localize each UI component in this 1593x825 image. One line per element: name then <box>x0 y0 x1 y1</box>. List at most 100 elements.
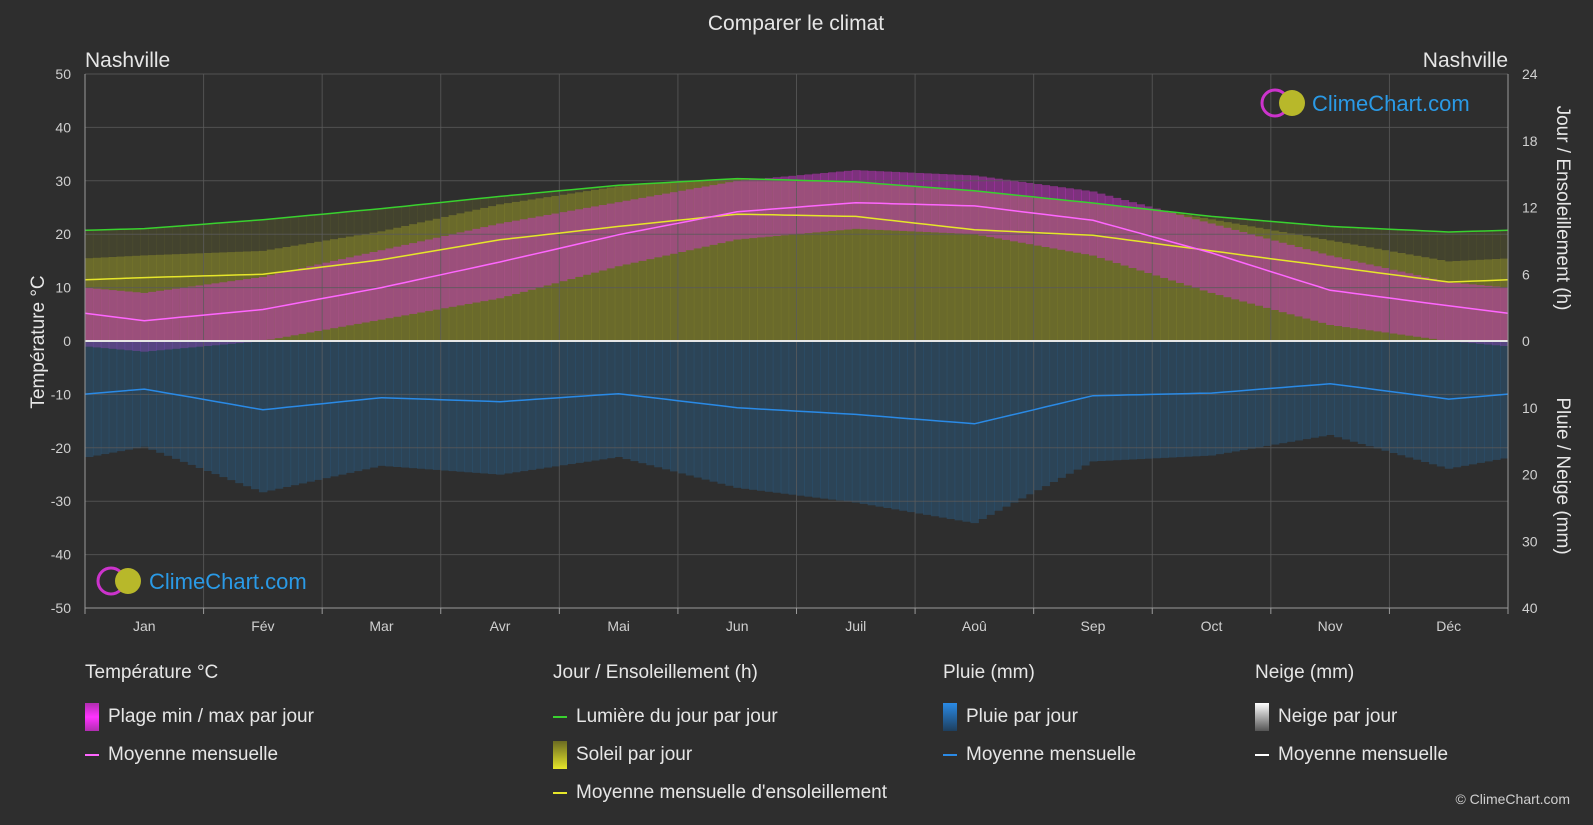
x-tick-label: Juil <box>845 618 866 634</box>
rain-band <box>85 341 94 458</box>
sunshine-band <box>709 179 719 341</box>
temp-range-band <box>535 216 545 288</box>
legend-item: Moyenne mensuelle d'ensoleillement <box>553 774 887 812</box>
temp-range-band <box>503 222 513 297</box>
temp-range-band <box>1357 262 1367 330</box>
rain-band <box>1389 341 1398 453</box>
temp-range-band <box>1120 200 1130 266</box>
rain-band <box>448 341 458 472</box>
rain-band <box>1002 341 1011 507</box>
temp-range-band <box>519 219 529 292</box>
rain-band <box>330 341 339 477</box>
rain-band <box>1191 341 1201 457</box>
rain-band <box>994 341 1003 511</box>
rain-band <box>717 341 726 484</box>
rain-band <box>630 341 639 462</box>
rain-band <box>1349 341 1359 442</box>
sunshine-band <box>1057 199 1066 341</box>
rain-band <box>772 341 782 493</box>
temp-range-band <box>1286 244 1296 315</box>
rain-band <box>1278 341 1288 444</box>
sunshine-band <box>828 181 837 341</box>
axes: 50 40 30 20 10 0 -10 -20 -30 -40 -50 24 18 12 6 0 10 20 30… <box>51 66 1538 634</box>
temp-range-band <box>187 286 197 348</box>
temp-range-band <box>654 195 663 258</box>
rain-band <box>1033 341 1043 491</box>
temp-range-band <box>1349 260 1359 329</box>
temp-range-band <box>393 246 402 317</box>
temp-range-band <box>424 239 434 312</box>
location-left: Nashville <box>85 49 170 72</box>
rain-band <box>590 341 600 461</box>
rain-band <box>788 341 798 495</box>
rain-band <box>353 341 363 472</box>
logo-sun-icon <box>1279 90 1305 116</box>
rain-band <box>662 341 671 470</box>
sunshine-band <box>717 179 726 341</box>
y-right-bottom-tick-label: 30 <box>1522 533 1538 549</box>
temp-range-band <box>298 268 307 334</box>
rain-band <box>646 341 655 466</box>
legend-item: Moyenne mensuelle <box>1255 736 1448 774</box>
sunshine-band <box>756 179 766 341</box>
rain-band <box>1318 341 1327 437</box>
rain-band <box>519 341 529 472</box>
rain-band <box>685 341 695 476</box>
rain-band <box>1262 341 1272 446</box>
rain-band <box>1460 341 1470 466</box>
temp-range-band <box>922 173 932 233</box>
rain-band <box>1017 341 1027 499</box>
rain-band <box>464 341 473 473</box>
temp-range-band <box>85 287 94 347</box>
temp-range-band <box>377 250 387 320</box>
temp-range-band <box>1223 227 1232 298</box>
temp-range-band <box>1152 208 1161 276</box>
rain-band <box>511 341 521 473</box>
temp-range-band <box>978 176 987 236</box>
temp-range-band <box>899 172 908 231</box>
sunshine-band <box>677 181 687 341</box>
sunshine-band <box>938 188 948 341</box>
rain-band <box>472 341 481 473</box>
temp-range-band <box>1492 286 1501 346</box>
rain-band <box>970 341 979 524</box>
rain-band <box>187 341 197 465</box>
rain-band <box>1112 341 1122 461</box>
legend-title: Jour / Ensoleillement (h) <box>553 662 758 683</box>
rain-band <box>1215 341 1224 455</box>
sunshine-band <box>780 179 790 341</box>
temp-range-band <box>488 225 497 300</box>
temp-range-band <box>1255 236 1264 306</box>
temp-range-band <box>417 241 426 313</box>
temp-range-band <box>946 174 956 234</box>
copyright: © ClimeChart.com <box>1455 791 1570 807</box>
rain-band <box>432 341 442 470</box>
temp-range-band <box>788 175 798 235</box>
daylight-line <box>85 177 1508 233</box>
x-tick-label: Oct <box>1201 618 1223 634</box>
temp-range-band <box>891 171 900 231</box>
rain-band <box>377 341 387 466</box>
temp-range-band <box>148 291 157 351</box>
location-right: Nashville <box>1423 49 1508 72</box>
sunshine-band <box>867 183 877 341</box>
rain-band <box>828 341 837 500</box>
y-right-top-tick-label: 6 <box>1522 266 1530 282</box>
rain-band <box>938 341 948 518</box>
rain-band <box>796 341 806 496</box>
rain-band <box>1270 341 1280 445</box>
rain-band <box>551 341 560 467</box>
temp-range-band <box>843 170 853 230</box>
temp-range-band <box>717 183 726 244</box>
temp-range-band <box>1025 182 1035 245</box>
rain-band <box>836 341 845 501</box>
rain-band <box>148 341 157 450</box>
temp-range-band <box>496 223 505 299</box>
temp-range-band <box>551 213 560 284</box>
temp-range-band <box>1413 275 1422 337</box>
temp-range-band <box>1089 191 1098 256</box>
temp-range-band <box>1436 280 1446 340</box>
sunshine-band <box>764 179 774 341</box>
temp-range-band <box>938 174 948 233</box>
y-axis-right-bottom-label: Pluie / Neige (mm) <box>1552 397 1573 554</box>
